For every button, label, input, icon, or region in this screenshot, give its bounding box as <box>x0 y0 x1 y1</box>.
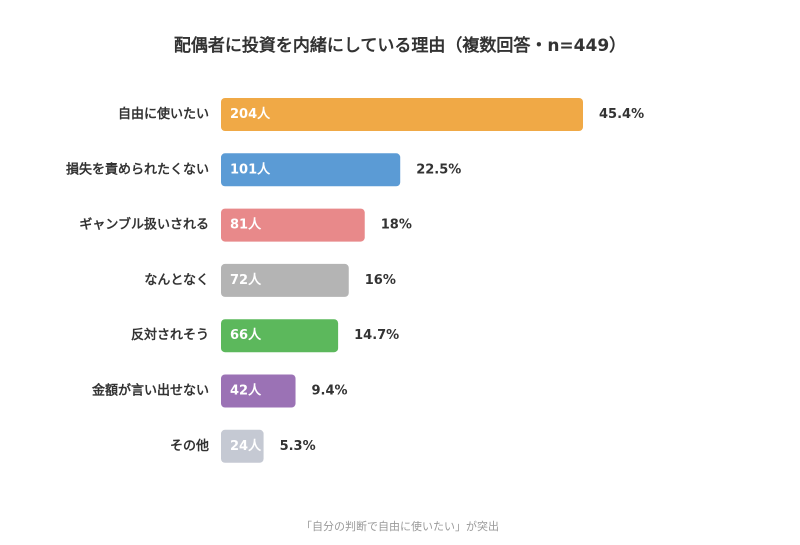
category-label: ギャンブル扱いされる <box>79 217 209 233</box>
category-label: 損失を責められたくない <box>66 161 209 177</box>
bar <box>221 153 401 187</box>
category-label: なんとなく <box>144 273 209 288</box>
category-label: 反対されそう <box>131 327 209 343</box>
percent-label: 9.4% <box>312 384 348 399</box>
bar-value-label: 24人 <box>230 438 262 454</box>
bar-value-label: 81人 <box>230 217 262 233</box>
percent-label: 22.5% <box>416 162 461 177</box>
bar <box>221 208 365 242</box>
bar <box>221 429 264 463</box>
category-label: 自由に使いたい <box>118 106 209 122</box>
chart-footnote: 「自分の判断で自由に使いたい」が突出 <box>301 520 499 533</box>
bar-value-label: 72人 <box>230 272 262 288</box>
bar <box>221 374 296 408</box>
category-label: 金額が言い出せない <box>91 383 209 399</box>
bar-value-label: 66人 <box>230 327 262 343</box>
bar-value-label: 101人 <box>230 161 271 177</box>
percent-label: 45.4% <box>599 107 644 122</box>
percent-label: 14.7% <box>354 328 399 343</box>
percent-label: 16% <box>365 273 396 288</box>
bar <box>221 319 339 353</box>
bar-value-label: 42人 <box>230 383 262 399</box>
bar <box>221 98 583 131</box>
percent-label: 18% <box>381 218 412 233</box>
bar <box>221 263 349 297</box>
percent-label: 5.3% <box>280 439 316 454</box>
bar-value-label: 204人 <box>230 106 271 122</box>
chart-title: 配偶者に投資を内緒にしている理由（複数回答・n=449） <box>173 36 627 56</box>
category-label: その他 <box>170 438 209 454</box>
